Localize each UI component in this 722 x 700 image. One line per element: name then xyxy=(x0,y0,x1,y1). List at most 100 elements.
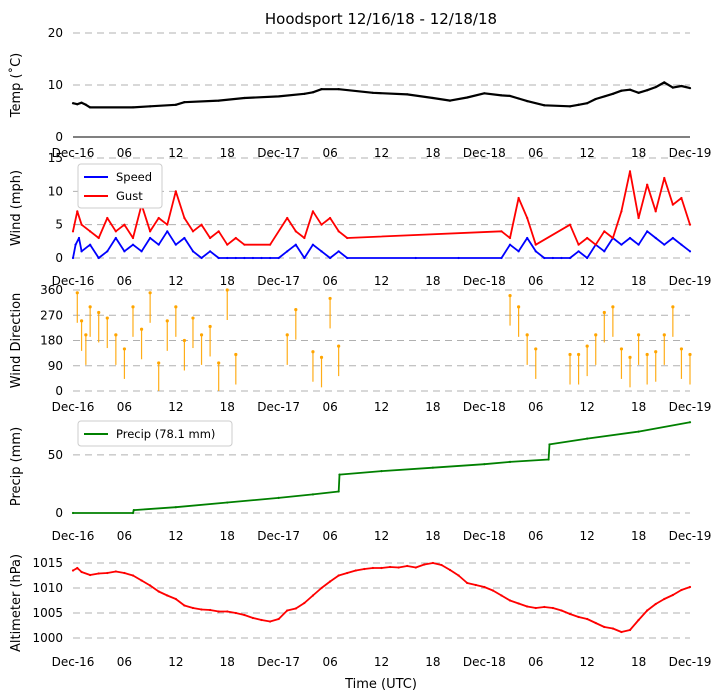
alt-point xyxy=(637,618,640,622)
alt-point xyxy=(363,567,366,571)
temp-point xyxy=(620,89,623,92)
dir-point xyxy=(208,324,212,329)
wind-point xyxy=(226,256,229,260)
wind-point xyxy=(140,250,143,253)
alt-x-tick-label: 12 xyxy=(374,655,389,669)
alt-x-tick-label: 06 xyxy=(322,655,337,669)
wind-point xyxy=(106,216,109,220)
alt-point xyxy=(320,586,323,590)
alt-x-tick-label: 06 xyxy=(117,655,132,669)
dir-point xyxy=(79,319,84,323)
alt-point xyxy=(123,571,126,575)
temp-point xyxy=(183,101,186,104)
wind-x-tick-label: 12 xyxy=(374,274,389,288)
alt-point xyxy=(603,625,606,629)
wind-point xyxy=(337,230,340,233)
wind-point xyxy=(534,250,537,253)
temp-y-tick-label: 10 xyxy=(48,78,63,92)
precip-point xyxy=(548,443,551,446)
temp-point xyxy=(654,85,657,89)
wind-point xyxy=(294,243,297,246)
precip-point xyxy=(483,463,486,466)
alt-point xyxy=(131,574,135,577)
dir-point xyxy=(217,361,221,365)
precip-point xyxy=(547,458,550,461)
dir-point xyxy=(602,310,606,315)
wind-point xyxy=(671,236,674,240)
wind-point xyxy=(654,236,657,240)
temp-point xyxy=(371,91,375,94)
wind-point xyxy=(346,236,349,240)
temp-point xyxy=(131,106,135,109)
dir-point xyxy=(636,333,641,337)
temp-point xyxy=(500,94,503,97)
precip-point xyxy=(380,470,383,473)
wind-point xyxy=(577,243,580,246)
alt-point xyxy=(157,590,160,593)
dir-point xyxy=(654,350,658,354)
wind-point xyxy=(508,236,512,240)
wind-x-tick-label: Dec-17 xyxy=(257,274,300,288)
alt-point xyxy=(680,588,683,592)
wind-point xyxy=(328,256,332,260)
alt-point xyxy=(508,599,512,602)
alt-point xyxy=(97,572,100,575)
alt-point xyxy=(388,565,392,569)
wind-point xyxy=(114,236,117,240)
wind-point xyxy=(217,256,220,260)
dir-x-tick-label: Dec-19 xyxy=(669,400,712,414)
alt-point xyxy=(191,606,195,610)
dir-point xyxy=(148,291,152,295)
alt-point xyxy=(89,573,92,577)
precip-point xyxy=(226,501,229,504)
wind-point xyxy=(543,256,546,260)
dir-point xyxy=(84,333,88,337)
alt-point xyxy=(217,610,220,613)
temp-x-tick-label: 06 xyxy=(322,146,337,160)
alt-point xyxy=(371,566,375,570)
alt-point xyxy=(303,601,306,605)
wind-point xyxy=(243,256,246,260)
alt-point xyxy=(500,594,503,597)
alt-x-tick-label: Dec-16 xyxy=(52,655,95,669)
wind-y-axis-label: Wind (mph) xyxy=(9,170,24,246)
wind-y-tick-label: 0 xyxy=(55,251,63,265)
wind-point xyxy=(663,243,666,246)
wind-x-tick-label: 06 xyxy=(117,274,132,288)
precip-point xyxy=(277,496,280,499)
wind-point xyxy=(191,230,195,233)
precip-y-tick-label: 0 xyxy=(55,506,63,520)
wind-point xyxy=(586,256,589,260)
alt-point xyxy=(526,605,529,608)
dir-point xyxy=(105,316,109,320)
temp-point xyxy=(543,104,546,107)
temp-point xyxy=(89,106,92,109)
alt-point xyxy=(534,606,537,610)
alt-point xyxy=(671,593,674,597)
temp-x-tick-label: 06 xyxy=(528,146,543,160)
alt-point xyxy=(457,574,460,577)
wind-point xyxy=(628,170,632,173)
wind-legend: Speed Gust xyxy=(77,163,163,209)
wind-point xyxy=(603,230,606,233)
wind-point xyxy=(277,256,280,260)
precip-point xyxy=(688,421,692,424)
wind-point xyxy=(551,256,554,260)
temp-point xyxy=(320,88,323,91)
alt-y-tick-label: 1005 xyxy=(32,606,63,620)
wind-legend-label: Speed xyxy=(116,170,152,184)
temp-point xyxy=(217,99,220,102)
wind-x-tick-label: 12 xyxy=(168,274,183,288)
precip-x-tick-label: 18 xyxy=(631,529,646,543)
wind-point xyxy=(517,250,520,253)
dir-point xyxy=(225,288,229,292)
wind-point xyxy=(131,243,135,246)
alt-point xyxy=(354,569,357,572)
wind-y-tick-label: 15 xyxy=(48,151,63,165)
wind-point xyxy=(328,216,332,220)
wind-point xyxy=(337,250,340,253)
dir-y-tick-label: 0 xyxy=(55,384,63,398)
wind-point xyxy=(183,236,186,240)
temp-x-tick-label: 06 xyxy=(117,146,132,160)
precip-x-tick-label: 12 xyxy=(374,529,389,543)
